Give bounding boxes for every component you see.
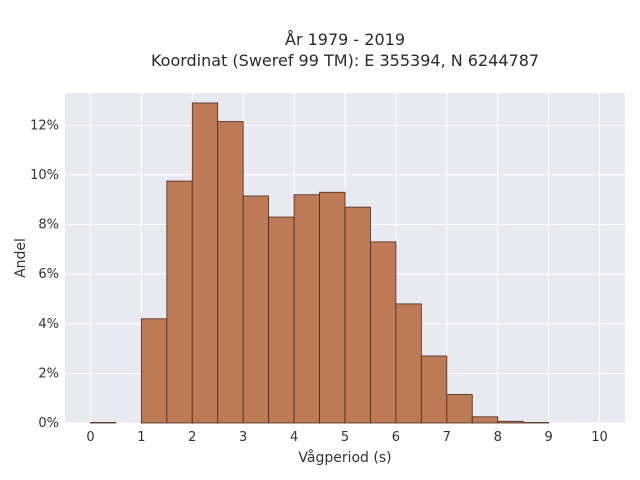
- x-tick-label: 0: [86, 430, 94, 445]
- y-tick-label: 10%: [30, 168, 59, 183]
- x-tick-label: 7: [443, 430, 451, 445]
- x-tick-label: 3: [239, 430, 247, 445]
- chart-title-line2: Koordinat (Sweref 99 TM): E 355394, N 62…: [151, 51, 539, 70]
- chart-title-line1: År 1979 - 2019: [285, 30, 405, 49]
- histogram-bar: [191, 102, 219, 424]
- histogram-bar: [395, 303, 422, 424]
- histogram-bar: [497, 420, 524, 424]
- histogram-bar: [293, 194, 320, 424]
- x-tick-label: 8: [494, 430, 502, 445]
- histogram-bar: [217, 121, 244, 424]
- histogram-bar: [420, 355, 448, 424]
- bars: [90, 102, 550, 424]
- x-tick-label: 6: [392, 430, 400, 445]
- y-axis-label: Andel: [13, 238, 29, 278]
- histogram-bar: [471, 416, 499, 424]
- y-tick-label: 8%: [38, 218, 59, 233]
- y-tick-label: 6%: [38, 267, 59, 282]
- x-tick-label: 10: [591, 430, 608, 445]
- x-tick-label: 4: [290, 430, 298, 445]
- histogram-bar: [268, 216, 295, 424]
- y-tick-label: 0%: [38, 416, 59, 431]
- histogram-bar: [370, 241, 397, 424]
- histogram-bar: [140, 318, 168, 424]
- y-tick-label: 2%: [38, 366, 59, 381]
- histogram-bar: [166, 180, 193, 424]
- histogram-bar: [242, 195, 270, 424]
- x-tick-label: 9: [544, 430, 552, 445]
- histogram-bar: [344, 206, 371, 424]
- histogram-bar: [446, 394, 473, 424]
- x-tick-labels: 0 1 2 3 4 5 6 7 8 9 10: [86, 430, 608, 445]
- y-tick-label: 4%: [38, 317, 59, 332]
- y-tick-labels: 0% 2% 4% 6% 8% 10% 12%: [30, 118, 59, 431]
- y-tick-label: 12%: [30, 118, 59, 133]
- histogram-bar: [319, 191, 346, 424]
- x-tick-label: 2: [188, 430, 196, 445]
- x-tick-label: 1: [137, 430, 145, 445]
- x-tick-label: 5: [341, 430, 349, 445]
- x-axis-label: Vågperiod (s): [298, 449, 391, 466]
